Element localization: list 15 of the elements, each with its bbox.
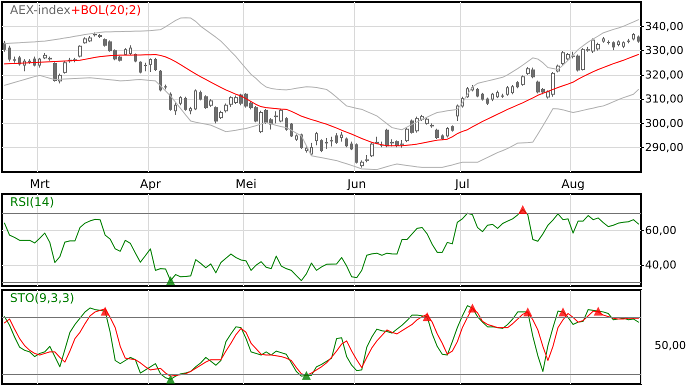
- y-tick-label: 60,00: [645, 224, 676, 237]
- x-tick-label: Mrt: [30, 177, 50, 191]
- y-tick-label: 330,00: [645, 44, 684, 58]
- y-tick-label: 340,00: [645, 20, 684, 33]
- text: 50,00: [654, 339, 686, 352]
- x-tick-label: Mei: [235, 177, 257, 191]
- series-label: STO(9,3,3): [10, 291, 74, 305]
- y-tick-label: 290,00: [645, 141, 684, 154]
- text: +BOL(20;2): [70, 3, 142, 17]
- y-tick-label: 320,00: [645, 68, 684, 82]
- y-tick-label: 40,00: [645, 258, 676, 272]
- text: AEX-index: [10, 3, 71, 17]
- y-tick-label: 300,00: [645, 116, 684, 130]
- series-label: RSI(14): [10, 195, 54, 209]
- y-tick-label: 310,00: [645, 92, 684, 106]
